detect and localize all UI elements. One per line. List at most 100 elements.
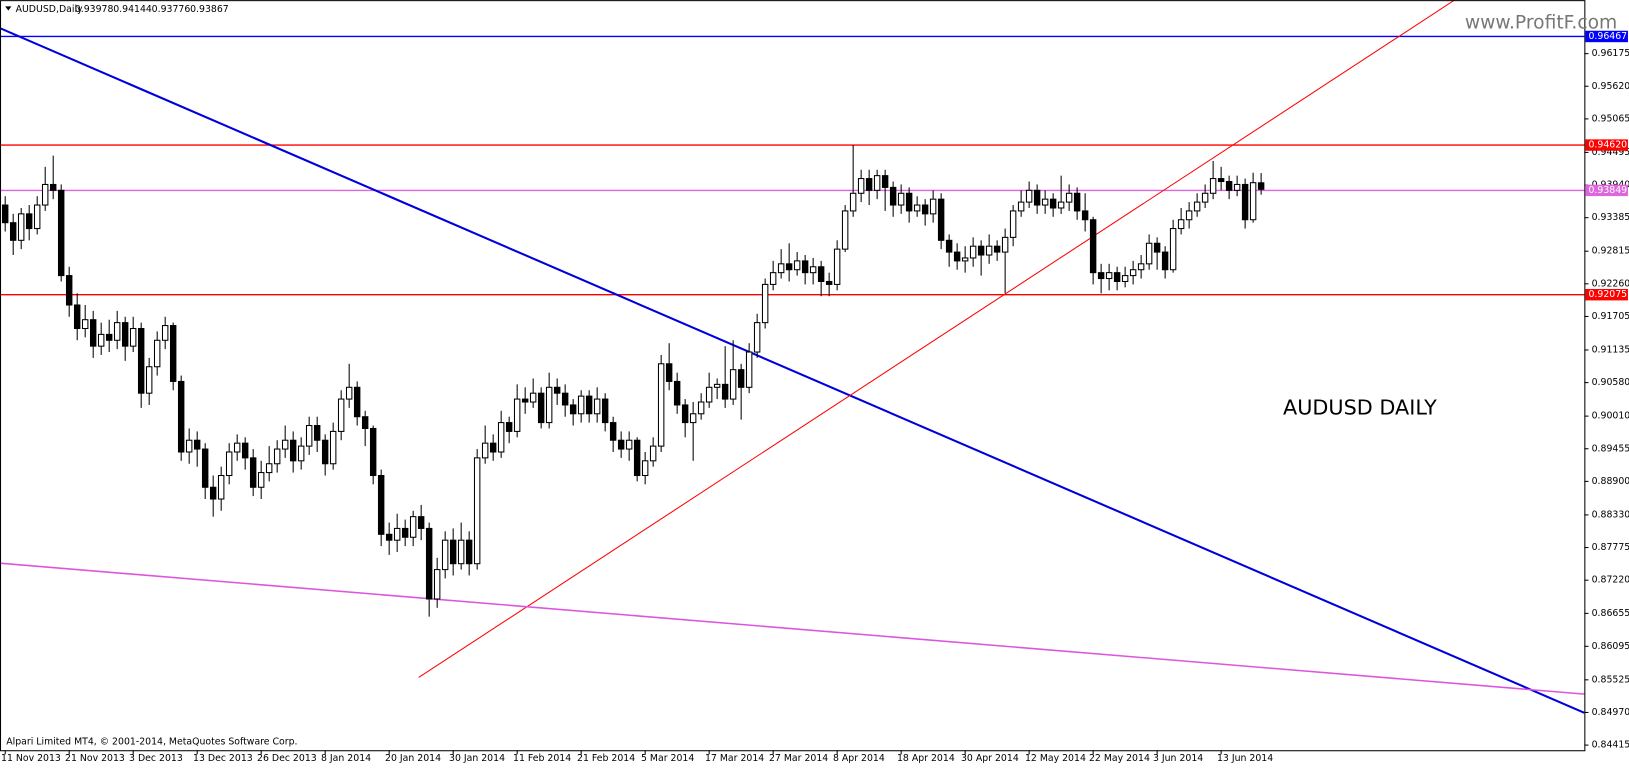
candle-body xyxy=(1097,272,1105,280)
y-tick-label: 0.91135 xyxy=(1592,344,1629,355)
candle-body xyxy=(1153,242,1161,253)
candle-body xyxy=(1129,269,1137,277)
candle-body xyxy=(201,448,209,488)
candle-body xyxy=(457,539,465,565)
header-close: 0.93867 xyxy=(190,4,229,15)
candle-body xyxy=(441,539,449,571)
candle-body xyxy=(1073,192,1081,212)
candle-body xyxy=(57,189,65,277)
trend-line xyxy=(418,0,1455,678)
candle-body xyxy=(33,204,41,230)
trend-lines xyxy=(0,0,1585,714)
candle-body xyxy=(257,472,265,488)
y-tick-label: 0.93385 xyxy=(1592,212,1629,223)
y-tick-label: 0.84415 xyxy=(1592,740,1629,751)
candles xyxy=(1,145,1265,617)
candle-body xyxy=(649,445,657,462)
x-tick-label: 13 Dec 2013 xyxy=(193,753,253,764)
candle-body xyxy=(1065,192,1073,203)
header-high: 0.94144 xyxy=(113,4,152,15)
y-tick-label: 0.90010 xyxy=(1592,411,1629,422)
candle-body xyxy=(393,527,401,541)
candle-body xyxy=(337,398,345,432)
candle-body xyxy=(353,386,361,418)
candle-body xyxy=(1161,251,1169,271)
level-box xyxy=(1585,288,1628,301)
candle-body xyxy=(889,186,897,206)
candle-body xyxy=(905,192,913,212)
candle-body xyxy=(497,422,505,453)
candle-body xyxy=(561,392,569,406)
x-tick-label: 13 Jun 2014 xyxy=(1217,753,1273,764)
candle-body xyxy=(1,204,9,224)
price-axis: 0.961750.956200.950650.944950.939400.933… xyxy=(1584,30,1629,751)
candle-body xyxy=(241,442,249,459)
candle-body xyxy=(833,248,841,285)
candle-body xyxy=(937,198,945,241)
x-tick-label: 8 Jan 2014 xyxy=(321,753,371,764)
candle-body xyxy=(73,304,81,330)
candle-body xyxy=(273,448,281,465)
x-tick-label: 20 Jan 2014 xyxy=(385,753,441,764)
watermark: www.ProfitF.com xyxy=(1465,12,1617,33)
level-box xyxy=(1585,139,1628,151)
candle-body xyxy=(377,474,385,535)
candle-body xyxy=(1249,182,1257,221)
y-tick-label: 0.85525 xyxy=(1592,674,1629,685)
candle-body xyxy=(41,183,49,206)
candle-body xyxy=(417,516,425,529)
header-open: 0.93978 xyxy=(75,4,114,15)
candle-body xyxy=(1009,210,1017,238)
candle-body xyxy=(865,178,873,191)
x-tick-label: 11 Nov 2013 xyxy=(1,753,61,764)
candle-body xyxy=(1057,201,1065,209)
candle-body xyxy=(217,474,225,500)
x-tick-label: 11 Feb 2014 xyxy=(513,753,571,764)
candle-body xyxy=(81,319,89,330)
candle-body xyxy=(1233,183,1241,191)
candle-body xyxy=(529,392,537,403)
plot-frame xyxy=(0,0,1586,752)
candle-body xyxy=(689,413,697,424)
candle-body xyxy=(1185,210,1193,221)
candle-body xyxy=(777,263,785,274)
candle-body xyxy=(361,416,369,429)
trend-line xyxy=(0,562,1585,695)
candle-body xyxy=(897,192,905,206)
candle-body xyxy=(673,380,681,406)
candle-body xyxy=(713,383,721,388)
candle-body xyxy=(9,222,17,241)
y-tick-label: 0.84970 xyxy=(1592,707,1629,718)
level-label: 0.92075 xyxy=(1588,289,1627,300)
candle-body xyxy=(969,245,977,259)
candle-body xyxy=(121,322,129,347)
y-tick-label: 0.88900 xyxy=(1592,476,1629,487)
y-tick-label: 0.88330 xyxy=(1592,509,1629,520)
candle-body xyxy=(817,266,825,282)
candle-body xyxy=(873,175,881,191)
level-label: 0.93849 xyxy=(1588,185,1627,196)
x-tick-label: 3 Dec 2013 xyxy=(129,753,183,764)
candle-body xyxy=(825,280,833,285)
candle-body xyxy=(137,327,145,394)
candle-body xyxy=(225,451,233,477)
header-arrow xyxy=(5,6,12,11)
candle-body xyxy=(193,439,201,450)
candle-body xyxy=(65,275,73,306)
candle-body xyxy=(953,251,961,262)
candle-body xyxy=(233,442,241,453)
candle-body xyxy=(745,351,753,388)
candle-body xyxy=(169,325,177,382)
candle-body xyxy=(89,319,97,347)
candle-body xyxy=(481,442,489,459)
candle-body xyxy=(113,322,121,341)
candle-body xyxy=(577,395,585,415)
candle-body xyxy=(1001,236,1009,253)
candle-body xyxy=(601,398,609,424)
candle-body xyxy=(633,439,641,477)
x-tick-label: 5 Mar 2014 xyxy=(641,753,694,764)
level-box xyxy=(1585,30,1628,43)
candle-body xyxy=(985,245,993,256)
candle-body xyxy=(449,539,457,565)
candle-body xyxy=(1145,242,1153,265)
